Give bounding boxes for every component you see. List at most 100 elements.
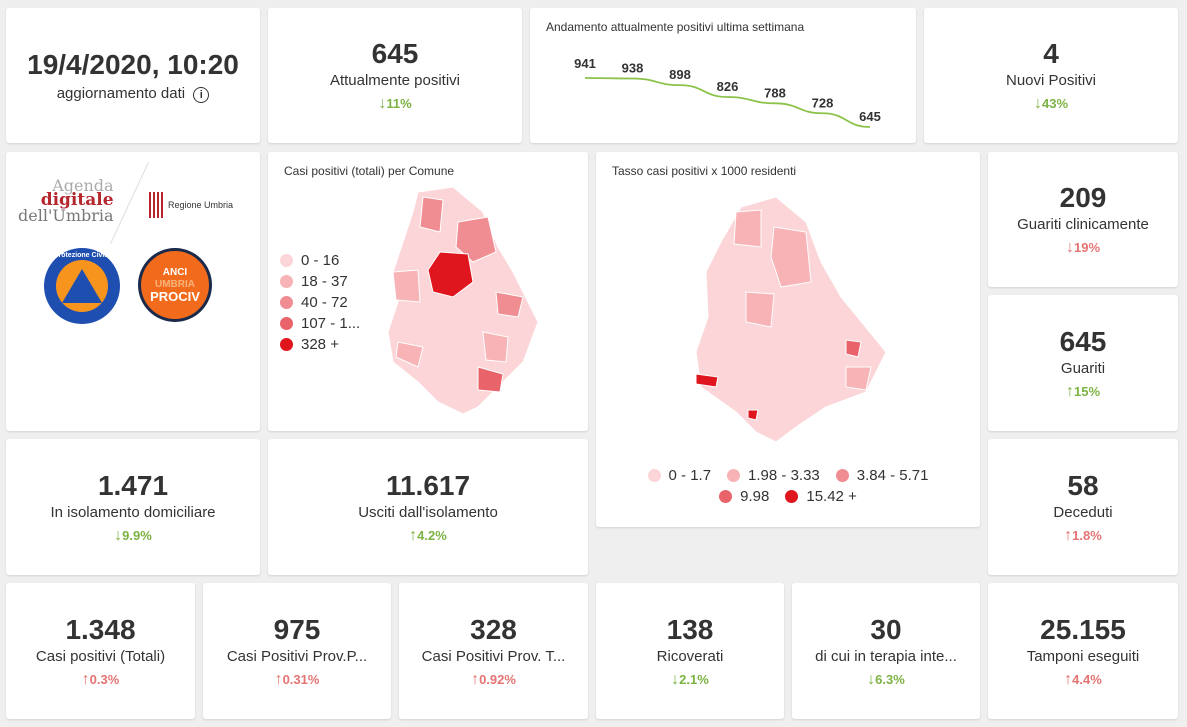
legend-item[interactable]: 3.84 - 5.71 <box>835 465 929 486</box>
arrow-up-icon: ↑ <box>81 670 90 688</box>
map-legend: 0 - 1.7 1.98 - 3.33 3.84 - 5.71 9.98 15.42 + <box>596 465 980 507</box>
arrow-up-icon: ↑ <box>1065 382 1074 400</box>
legend-swatch <box>280 338 293 351</box>
legend-swatch <box>785 490 799 503</box>
trend-chart-card: Andamento attualmente positivi ultima se… <box>530 8 916 143</box>
legend-label: 3.84 - 5.71 <box>856 467 929 484</box>
kpi-delta: ↓9.9% <box>114 526 152 544</box>
legend-item[interactable]: 107 - 1... <box>280 313 360 334</box>
map-title: Casi positivi (totali) per Comune <box>284 164 455 178</box>
info-icon[interactable]: i <box>193 86 210 103</box>
legend-item[interactable]: 18 - 37 <box>280 271 360 292</box>
kpi-value: 645 <box>1059 325 1107 357</box>
legend-item[interactable]: 1.98 - 3.33 <box>727 465 820 486</box>
kpi-delta: ↑15% <box>1065 382 1101 400</box>
kpi-value: 30 <box>870 613 902 645</box>
data-label: 941 <box>574 56 596 71</box>
legend-label: 328 + <box>301 336 339 353</box>
kpi-value: 645 <box>371 38 419 69</box>
trend-line <box>584 77 871 128</box>
legend-label: 40 - 72 <box>301 294 348 311</box>
legend-item[interactable]: 40 - 72 <box>280 292 360 313</box>
legend-item[interactable]: 15.42 + <box>785 486 857 507</box>
umbria-map[interactable] <box>268 152 588 431</box>
kpi-value: 4 <box>1043 38 1059 69</box>
kpi-label: In isolamento domiciliare <box>50 503 216 521</box>
data-label: 898 <box>669 67 691 82</box>
update-label: aggiornamento dati <box>56 84 186 102</box>
kpi-prov-terni: 328 Casi Positivi Prov. T... ↑0.92% <box>399 583 588 719</box>
kpi-label: Casi Positivi Prov.P... <box>226 647 368 665</box>
legend-swatch <box>280 317 293 330</box>
kpi-ricoverati: 138 Ricoverati ↓2.1% <box>596 583 784 719</box>
kpi-label: Casi positivi (Totali) <box>35 647 166 665</box>
arrow-down-icon: ↓ <box>114 526 123 544</box>
legend-label: 1.98 - 3.33 <box>748 467 820 484</box>
umbria-rate-map[interactable] <box>596 152 980 452</box>
kpi-value: 328 <box>470 613 517 645</box>
kpi-value: 1.471 <box>97 469 169 501</box>
kpi-label: Casi Positivi Prov. T... <box>421 647 566 665</box>
kpi-prov-perugia: 975 Casi Positivi Prov.P... ↑0.31% <box>203 583 391 719</box>
arrow-up-icon: ↑ <box>1064 670 1073 688</box>
legend-item[interactable]: 0 - 1.7 <box>647 465 711 486</box>
legend-swatch <box>835 469 849 482</box>
update-card: 19/4/2020, 10:20 aggiornamento dati i <box>6 8 260 143</box>
kpi-value: 58 <box>1067 469 1099 501</box>
chart-title: Andamento attualmente positivi ultima se… <box>546 20 805 34</box>
kpi-label: Usciti dall'isolamento <box>358 503 498 521</box>
kpi-terapia-intensiva: 30 di cui in terapia inte... ↓6.3% <box>792 583 980 719</box>
arrow-down-icon: ↓ <box>671 670 680 688</box>
arrow-down-icon: ↓ <box>867 670 876 688</box>
agenda-digitale-logo: Agenda digitale dell'Umbria <box>18 176 114 225</box>
kpi-delta: ↑1.8% <box>1064 526 1102 544</box>
legend-swatch <box>280 296 293 309</box>
map-title: Tasso casi positivi x 1000 residenti <box>612 164 797 178</box>
kpi-label: Guariti clinicamente <box>1017 216 1149 233</box>
kpi-label: di cui in terapia inte... <box>815 647 957 665</box>
data-label: 938 <box>622 60 644 75</box>
legend-label: 15.42 + <box>806 488 857 505</box>
logos-card: Agenda digitale dell'Umbria Regione Umbr… <box>6 152 260 431</box>
map-casi-comune-card: Casi positivi (totali) per Comune 0 - 16… <box>268 152 588 431</box>
kpi-tamponi: 25.155 Tamponi eseguiti ↑4.4% <box>988 583 1178 719</box>
arrow-down-icon: ↓ <box>1033 95 1042 112</box>
kpi-delta: ↓6.3% <box>867 670 905 688</box>
kpi-label: Deceduti <box>1053 503 1113 521</box>
kpi-value: 975 <box>273 613 321 645</box>
legend-swatch <box>727 469 741 482</box>
kpi-label: Tamponi eseguiti <box>1026 647 1140 665</box>
legend-swatch <box>280 254 293 267</box>
kpi-label: Guariti <box>1060 359 1106 377</box>
kpi-nuovi-positivi: 4 Nuovi Positivi ↓43% <box>924 8 1178 143</box>
kpi-delta: ↑4.2% <box>409 526 447 544</box>
kpi-value: 25.155 <box>1040 613 1126 645</box>
kpi-guariti: 645 Guariti ↑15% <box>988 295 1178 431</box>
kpi-casi-totali: 1.348 Casi positivi (Totali) ↑0.3% <box>6 583 195 719</box>
legend-label: 0 - 16 <box>301 252 340 269</box>
kpi-value: 1.348 <box>65 613 136 645</box>
legend-item[interactable]: 328 + <box>280 334 360 355</box>
legend-swatch <box>719 490 733 503</box>
legend-swatch <box>647 469 661 482</box>
kpi-delta: ↑0.3% <box>81 670 120 688</box>
arrow-down-icon: ↓ <box>378 95 387 112</box>
kpi-delta: ↓11% <box>378 95 412 112</box>
kpi-delta: ↓43% <box>1033 95 1069 112</box>
kpi-delta: ↑4.4% <box>1064 670 1102 688</box>
kpi-isolamento: 1.471 In isolamento domiciliare ↓9.9% <box>6 439 260 575</box>
kpi-label: Attualmente positivi <box>329 72 461 89</box>
map-tasso-card: Tasso casi positivi x 1000 residenti 0 -… <box>596 152 980 527</box>
anci-umbria-prociv-logo: ANCI UMBRIA PROCIV <box>138 248 212 322</box>
trend-chart: 941 938 898 826 788 728 645 <box>574 56 881 128</box>
arrow-up-icon: ↑ <box>1064 526 1073 544</box>
kpi-delta: ↑0.31% <box>274 670 320 688</box>
legend-label: 18 - 37 <box>301 273 348 290</box>
legend-item[interactable]: 0 - 16 <box>280 250 360 271</box>
data-label: 788 <box>764 85 786 100</box>
legend-label: 107 - 1... <box>301 315 361 332</box>
data-label: 645 <box>859 109 881 124</box>
arrow-up-icon: ↑ <box>471 670 480 688</box>
protezione-civile-logo: Protezione Civile <box>44 248 120 324</box>
legend-item[interactable]: 9.98 <box>719 486 769 507</box>
